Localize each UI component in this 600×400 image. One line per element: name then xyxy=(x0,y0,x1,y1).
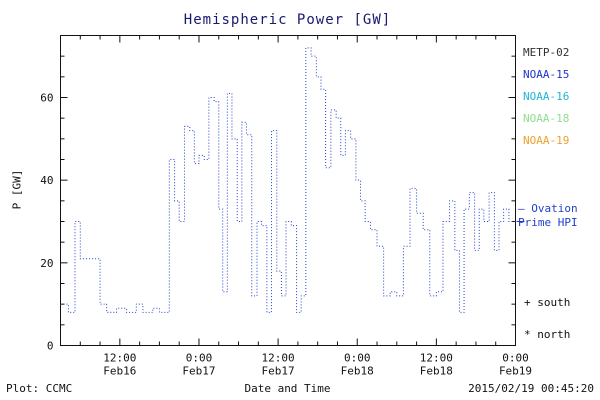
axis-tick-labels: 12:00Feb160:00Feb1712:00Feb170:00Feb1812… xyxy=(40,92,532,378)
legend-item-noaa-16: NOAA-16 xyxy=(523,90,570,103)
plot-timestamp: 2015/02/19 00:45:20 xyxy=(468,382,594,395)
x-tick-date-0: Feb16 xyxy=(103,365,136,378)
x-tick-date-1: Feb17 xyxy=(182,365,215,378)
ovation-prime-annotation: – Ovation Prime HPI xyxy=(518,202,578,230)
axis-ticks xyxy=(60,35,516,346)
legend-item-metp-02: METP-02 xyxy=(523,46,570,59)
y-tick-0: 0 xyxy=(47,340,54,353)
x-tick-date-5: Feb19 xyxy=(499,365,532,378)
y-tick-1: 20 xyxy=(40,257,53,270)
x-tick-time-1: 0:00 xyxy=(186,352,213,365)
x-tick-time-5: 0:00 xyxy=(502,352,529,365)
x-axis-label: Date and Time xyxy=(244,382,331,395)
ovation-annotation-line2: Prime HPI xyxy=(518,216,578,229)
south-marker-legend: + south xyxy=(524,296,571,309)
north-marker-legend: * north xyxy=(524,328,571,341)
plot-frame xyxy=(60,35,516,346)
legend-item-noaa-15: NOAA-15 xyxy=(523,68,570,81)
chart-title: Hemispheric Power [GW] xyxy=(183,12,392,28)
x-tick-time-4: 12:00 xyxy=(420,352,453,365)
legend-item-noaa-18: NOAA-18 xyxy=(523,112,570,125)
y-tick-3: 60 xyxy=(40,92,53,105)
plot-credit: Plot: CCMC xyxy=(6,382,73,395)
x-tick-time-2: 12:00 xyxy=(262,352,295,365)
satellite-legend: METP-02 NOAA-15 NOAA-16 NOAA-18 NOAA-19 xyxy=(523,42,569,152)
hpi-step-line xyxy=(60,47,516,313)
x-tick-date-3: Feb18 xyxy=(341,365,374,378)
x-tick-time-3: 0:00 xyxy=(344,352,371,365)
legend-item-noaa-19: NOAA-19 xyxy=(523,134,570,147)
x-tick-date-2: Feb17 xyxy=(262,365,295,378)
x-tick-date-4: Feb18 xyxy=(420,365,453,378)
x-tick-time-0: 12:00 xyxy=(103,352,136,365)
y-tick-2: 40 xyxy=(40,174,53,187)
ovation-annotation-line1: – Ovation xyxy=(518,202,578,215)
